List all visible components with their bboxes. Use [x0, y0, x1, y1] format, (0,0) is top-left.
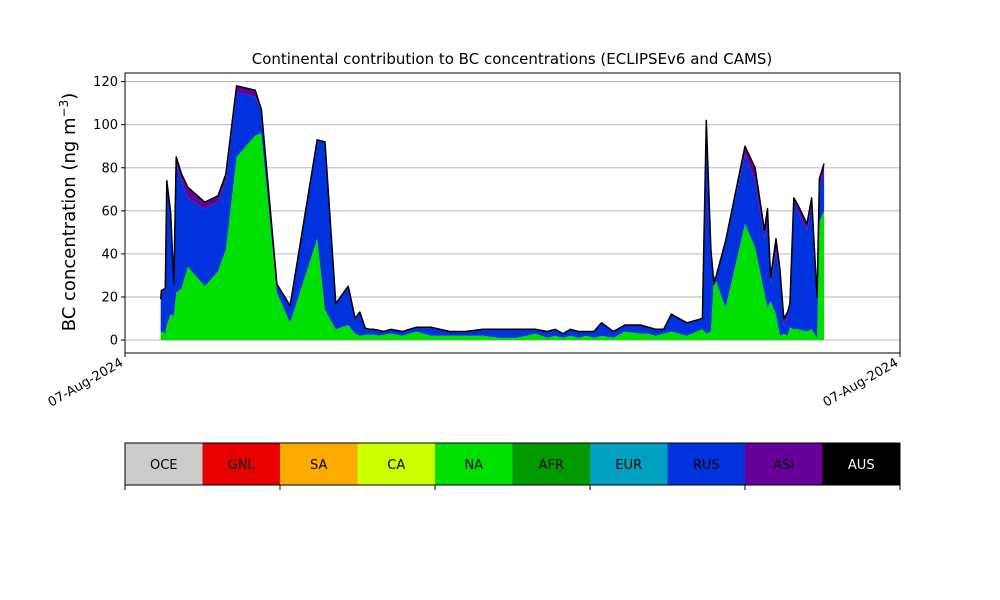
- y-axis-label-close: ): [59, 93, 80, 100]
- legend-label-na: NA: [464, 458, 483, 473]
- y-tick-label-100: 100: [93, 118, 118, 133]
- area-na: [160, 133, 825, 341]
- y-tick-label-20: 20: [101, 291, 118, 306]
- legend-swatch-gnl: [202, 443, 280, 485]
- legend-swatch-oce: [125, 443, 203, 485]
- legend-swatch-afr: [512, 443, 590, 485]
- y-tick-label-0: 0: [110, 334, 118, 349]
- legend-swatch-aus: [822, 443, 900, 485]
- legend-label-oce: OCE: [150, 458, 178, 473]
- total-line: [159, 85, 825, 335]
- plot-frame: [124, 72, 901, 354]
- x-tick-label-2: 07-Aug-2024: [821, 355, 901, 410]
- legend-label-gnl: GNL: [228, 458, 256, 473]
- legend-label-afr: AFR: [539, 458, 564, 473]
- y-tick-label-80: 80: [101, 161, 118, 176]
- legend-label-ca: CA: [387, 458, 405, 473]
- area-rus: [160, 92, 825, 338]
- chart-title: Continental contribution to BC concentra…: [252, 50, 773, 68]
- legend-swatch-eur: [590, 443, 668, 485]
- legend-colorbar: OCE GNL SA CA NA AFR EUR RUS ASI AUS: [124, 442, 901, 490]
- legend-label-asi: ASI: [773, 458, 794, 473]
- legend-swatch-asi: [745, 443, 823, 485]
- legend-swatch-na: [435, 443, 513, 485]
- legend-swatch-rus: [667, 443, 745, 485]
- legend-swatch-ca: [357, 443, 435, 485]
- y-axis-label-superscript: −3: [57, 100, 71, 118]
- legend-label-sa: SA: [310, 458, 327, 473]
- legend-label-eur: EUR: [615, 458, 642, 473]
- x-tick-label-1: 07-Aug-2024: [46, 355, 126, 410]
- y-axis-label-main: BC concentration (ng m: [59, 117, 80, 331]
- y-tick-label-120: 120: [93, 75, 118, 90]
- y-axis-label: BC concentration (ng m−3): [57, 93, 80, 332]
- y-tick-label-60: 60: [101, 204, 118, 219]
- legend-swatch-sa: [280, 443, 358, 485]
- legend-frame: [124, 442, 901, 486]
- legend-label-aus: AUS: [848, 458, 875, 473]
- plot-area: 0 20 40 60 80 100 120 07-Aug-2024 07-Aug-2024: [46, 72, 901, 411]
- y-tick-label-40: 40: [101, 247, 118, 262]
- legend-label-rus: RUS: [693, 458, 720, 473]
